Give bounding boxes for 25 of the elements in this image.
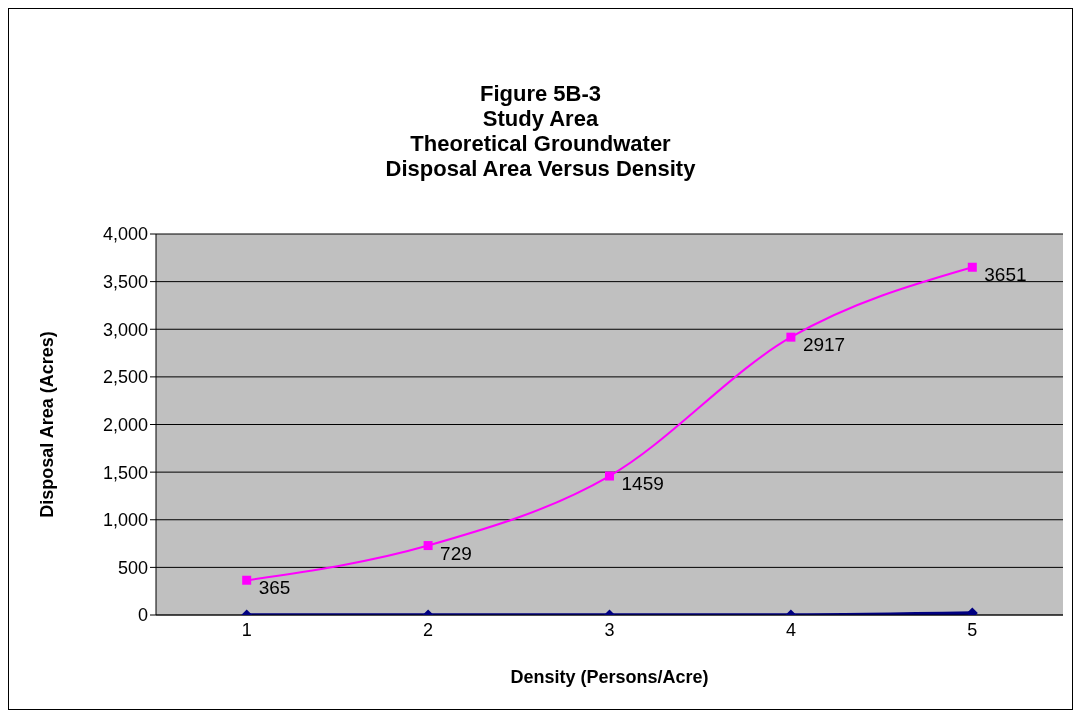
y-tick-label: 4,000 [102, 224, 148, 245]
data-label: 2917 [802, 334, 846, 356]
point [786, 332, 796, 342]
x-axis-title: Density (Persons/Acre) [510, 667, 709, 687]
x-tick-label: 1 [241, 619, 252, 640]
x-tick-label: 5 [967, 619, 978, 640]
y-tick-label: 2,500 [102, 367, 148, 388]
y-tick-label: 1,000 [102, 510, 148, 531]
y-tick-label: 0 [137, 605, 148, 626]
point [967, 262, 977, 272]
x-tick-label: 2 [423, 619, 434, 640]
chart-title: Figure 5B-3 Study Area Theoretical Groundwater Disposal Area Versus Density [384, 81, 697, 181]
y-tick-label: 2,000 [102, 414, 148, 435]
data-label: 1459 [621, 473, 664, 495]
y-tick-label: 3,000 [102, 319, 148, 340]
y-tick-label: 1,500 [102, 462, 148, 483]
data-label: 729 [440, 542, 472, 564]
point [605, 471, 614, 481]
x-tick-label: 4 [785, 619, 796, 640]
data-label: 365 [258, 577, 291, 599]
y-axis-title: Disposal Area (Acres) [37, 331, 58, 518]
y-tick-label: 500 [117, 557, 148, 578]
x-tick-label: 3 [604, 619, 615, 640]
y-tick-label: 3,500 [102, 272, 148, 293]
data-label: 3651 [984, 264, 1027, 286]
